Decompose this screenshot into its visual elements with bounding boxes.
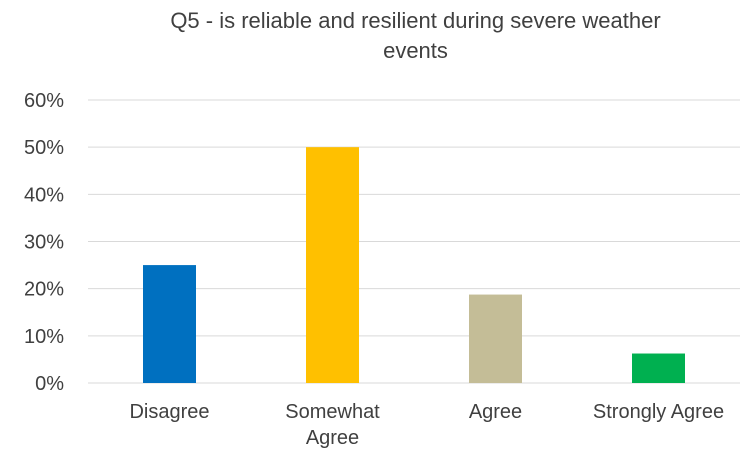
y-axis-tick-labels: 0% 10% 20% 30% 40% 50% 60% [24,90,64,395]
y-tick-label: 40% [24,184,64,206]
x-category-label-line: Disagree [129,401,209,423]
gridlines [88,99,740,384]
x-category-label: Strongly Agree [593,401,724,423]
x-category-label: Agree [469,401,522,423]
x-category-label-line: Agree [306,427,359,449]
chart-title: Q5 - is reliable and resilient during se… [0,6,751,66]
y-tick-label: 0% [35,373,64,395]
x-category-label-line: Agree [469,401,522,423]
y-tick-label: 30% [24,232,64,254]
bar [469,294,522,383]
bars [143,147,685,383]
x-category-label: Somewhat Agree [285,401,380,449]
chart-title-line-1: Q5 - is reliable and resilient during se… [170,8,661,33]
bar [306,147,359,383]
chart-title-line-2: events [383,38,448,63]
y-tick-label: 60% [24,90,64,112]
x-category-label-line: Strongly Agree [593,401,724,423]
x-category-label-line: Somewhat [285,401,380,423]
y-tick-label: 10% [24,326,64,348]
bar [143,265,196,383]
y-tick-label: 50% [24,137,64,159]
y-tick-label: 20% [24,279,64,301]
bar [632,353,685,383]
x-axis-category-labels: Disagree Somewhat Agree Agree Strongly Agree [129,401,724,449]
x-category-label: Disagree [129,401,209,423]
